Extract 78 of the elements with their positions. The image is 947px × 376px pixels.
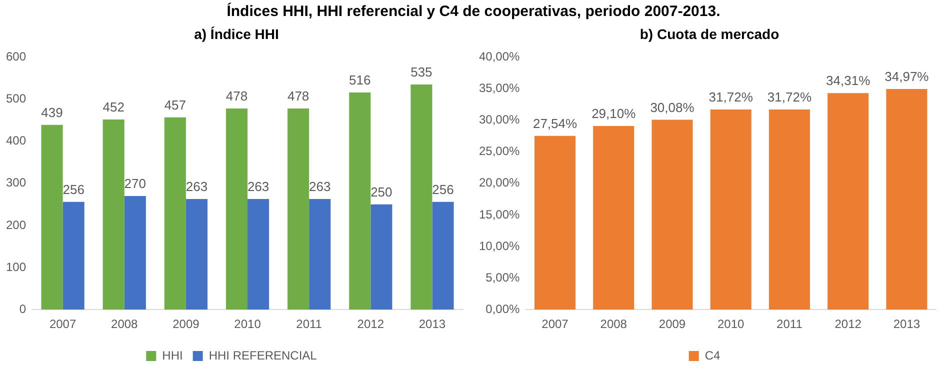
- y-tick-label: 15,00%: [478, 207, 520, 222]
- data-label: 27,54%: [532, 116, 578, 131]
- bar: [349, 92, 371, 310]
- bar: [102, 119, 124, 310]
- bar: [432, 202, 454, 310]
- x-tick-label: 2011: [776, 317, 803, 332]
- x-tick-label: 2012: [357, 317, 384, 332]
- bar: [41, 124, 63, 310]
- y-tick-label: 30,00%: [478, 112, 520, 127]
- data-label: 516: [349, 72, 371, 88]
- bar: [164, 117, 186, 310]
- y-tick-label: 500: [6, 92, 26, 106]
- data-label: 256: [62, 182, 84, 197]
- y-tick-label: 300: [6, 176, 26, 190]
- y-tick-label: 600: [6, 50, 26, 64]
- x-tick-label: 2010: [718, 317, 745, 332]
- bar: [410, 84, 432, 310]
- data-label: 256: [432, 182, 454, 197]
- x-tick-label: 2007: [542, 317, 569, 332]
- legend-label: HHI REFERENCIAL: [208, 348, 318, 362]
- bar: [534, 136, 576, 310]
- bar: [370, 204, 392, 310]
- legend-label: HHI: [162, 348, 183, 362]
- data-label: 263: [247, 179, 270, 194]
- data-label: 439: [41, 105, 63, 120]
- chart-subtitle: a) Índice HHI: [193, 25, 280, 44]
- data-label: 535: [410, 64, 432, 80]
- y-tick-label: 20,00%: [478, 176, 520, 190]
- bar: [886, 88, 928, 310]
- bar: [124, 196, 146, 310]
- x-tick-label: 2010: [234, 317, 262, 332]
- bar: [226, 108, 248, 310]
- x-tick-label: 2011: [296, 317, 322, 332]
- bar: [768, 109, 810, 310]
- data-label: 31,72%: [708, 90, 754, 105]
- bar: [288, 108, 310, 310]
- legend-label: C4: [704, 348, 720, 362]
- y-tick-label: 40,00%: [478, 50, 520, 64]
- data-label: 452: [102, 100, 124, 115]
- x-tick-label: 2008: [600, 317, 628, 332]
- data-label: 34,31%: [826, 73, 871, 88]
- data-label: 263: [309, 179, 331, 194]
- data-label: 29,10%: [592, 106, 636, 122]
- y-tick-label: 100: [6, 260, 26, 274]
- x-tick-label: 2008: [111, 317, 138, 332]
- bar: [652, 120, 693, 310]
- data-label: 263: [186, 179, 208, 194]
- y-tick-label: 0: [19, 302, 26, 316]
- bar: [248, 198, 270, 310]
- bar: [309, 198, 331, 310]
- x-tick-label: 2013: [418, 317, 446, 332]
- y-tick-label: 25,00%: [478, 144, 520, 158]
- data-label: 478: [287, 88, 310, 104]
- y-tick-label: 400: [6, 134, 26, 148]
- y-tick-label: 200: [6, 218, 26, 232]
- data-label: 270: [124, 176, 146, 192]
- chart-title: b) Cuota de mercado: [638, 25, 780, 44]
- x-tick-label: 2009: [172, 317, 200, 332]
- bar: [593, 126, 634, 310]
- x-tick-label: 2012: [834, 317, 862, 332]
- data-label: 478: [226, 88, 248, 104]
- bar: [710, 109, 752, 310]
- data-label: 30,08%: [650, 100, 695, 115]
- y-tick-label: 35,00%: [478, 81, 520, 96]
- bar: [186, 198, 208, 310]
- x-tick-label: 2013: [893, 317, 920, 332]
- data-label: 31,72%: [767, 90, 812, 105]
- y-tick-label: 10,00%: [478, 238, 520, 253]
- bar: [828, 93, 869, 310]
- chart-title: Índices HHI, HHI referencial y C4 de cooperativas, periodo 2007-2013.: [226, 2, 722, 22]
- data-label: 34,97%: [884, 69, 930, 84]
- y-tick-label: 0,00%: [486, 302, 520, 316]
- data-label: 457: [164, 97, 186, 112]
- x-tick-label: 2007: [49, 317, 76, 332]
- data-label: 250: [370, 184, 392, 200]
- y-tick-label: 5,00%: [486, 270, 520, 284]
- x-tick-label: 2009: [658, 317, 686, 332]
- bar: [62, 202, 84, 310]
